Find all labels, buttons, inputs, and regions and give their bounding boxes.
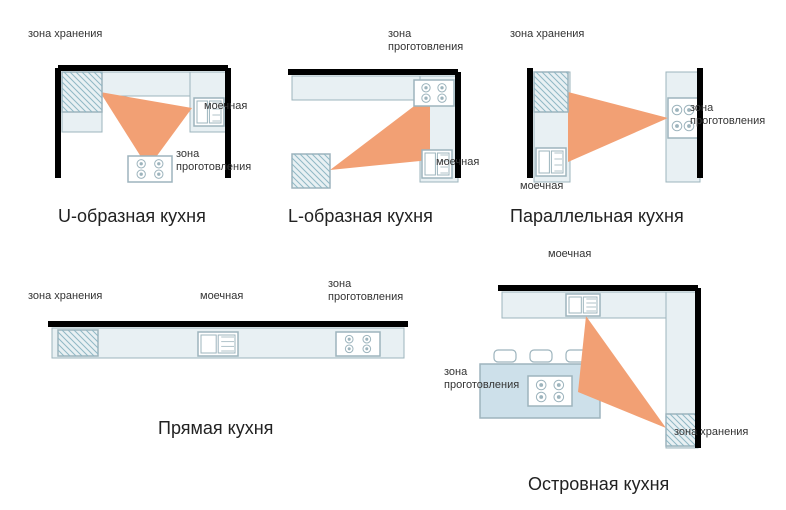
layout-l: зона проготовлениямоечнаяL-образная кухн… (258, 28, 478, 208)
zone-label-sink: моечная (520, 180, 563, 193)
zone-label-storage: зона хранения (674, 426, 748, 439)
zone-label-cooking: зона проготовления (690, 102, 765, 127)
layout-title-l: L-образная кухня (288, 206, 433, 227)
zone-label-cooking: зона проготовления (176, 148, 251, 173)
layout-title-straight: Прямая кухня (158, 418, 273, 439)
layout-l-svg (258, 28, 478, 208)
zone-label-storage: зона хранения (510, 28, 584, 41)
layout-title-island: Островная кухня (528, 474, 669, 495)
zone-label-storage: зона хранения (28, 290, 102, 303)
zone-label-cooking: зона проготовления (444, 366, 519, 391)
zone-label-sink: моечная (200, 290, 243, 303)
layout-u-svg (28, 28, 248, 208)
zone-label-sink: моечная (204, 100, 247, 113)
layout-title-parallel: Параллельная кухня (510, 206, 684, 227)
work-triangle (568, 92, 668, 162)
layout-u: зона хранениямоечнаязона проготовленияU-… (28, 28, 248, 208)
zone-label-cooking: зона проготовления (388, 28, 463, 53)
layout-straight: зона хранения моечная зона проготовления Пр… (28, 268, 428, 438)
kitchen-layouts-infographic: зона хранения моечная зона проготовления U-… (0, 0, 786, 510)
zone-label-storage: зона хранения (28, 28, 102, 41)
layout-title-u: U-образная кухня (58, 206, 206, 227)
layout-island: моечнаязона проготовлениязона храненияОс… (438, 248, 758, 488)
zone-label-cooking: зона проготовления (328, 278, 403, 303)
layout-parallel: зона хранениямоечнаязона проготовленияПа… (490, 28, 750, 208)
zone-label-sink: моечная (436, 156, 479, 169)
zone-label-sink: моечная (548, 248, 591, 261)
